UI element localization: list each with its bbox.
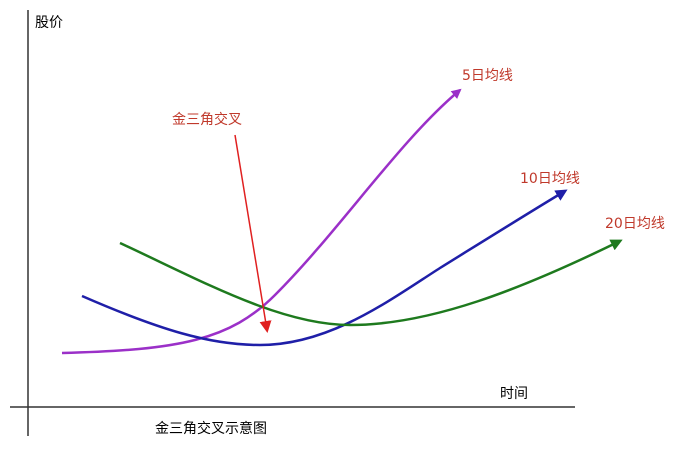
- cross-arrow: [234, 134, 272, 333]
- line-10: [81, 189, 568, 347]
- annotation: 金三角交叉: [172, 111, 242, 128]
- caption: 金三角交叉示意图: [155, 420, 267, 437]
- line-label: 20日均线: [605, 216, 665, 232]
- line-label: 10日均线: [520, 171, 580, 187]
- line-20: [119, 239, 623, 327]
- x-label: 时间: [500, 386, 528, 402]
- line-label: 5日均线: [462, 68, 513, 84]
- line-5: [61, 88, 462, 355]
- y-label: 股价: [35, 15, 63, 31]
